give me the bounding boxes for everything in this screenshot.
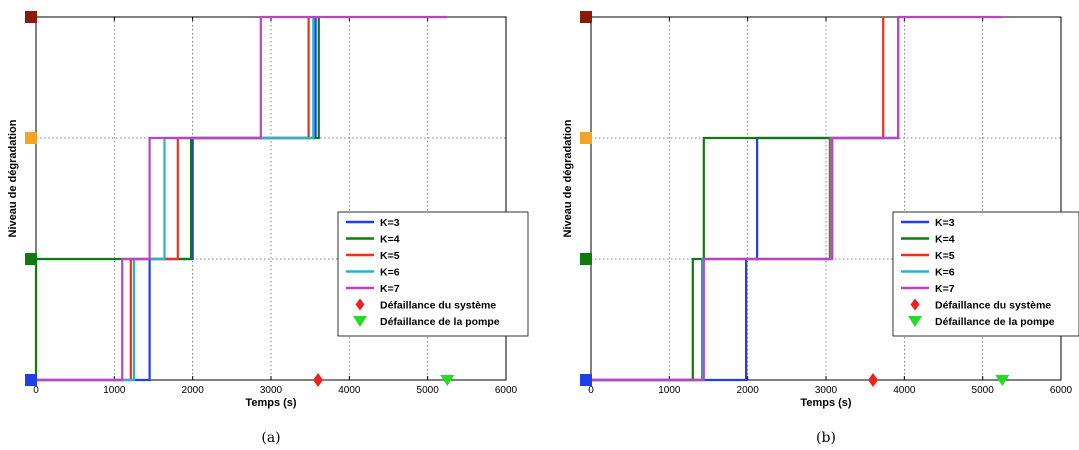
system-failure-marker <box>868 373 878 387</box>
legend-label-k6: K=6 <box>935 267 955 279</box>
legend-label-system-failure: Défaillance du système <box>935 300 1051 312</box>
legend: K=3 K=4 K=5 K=6 K=7 Défaillance du système Déf… <box>892 211 1079 337</box>
x-tick-label: 1000 <box>103 385 126 396</box>
legend-label-k3: K=3 <box>380 217 400 229</box>
panel-caption: (a) <box>261 430 280 446</box>
level-3-marker <box>25 11 37 23</box>
legend-label-k5: K=5 <box>935 250 955 262</box>
legend-label-k5: K=5 <box>380 250 400 262</box>
legend-swatch-pump-failure <box>353 316 367 327</box>
legend-label-k6: K=6 <box>380 267 400 279</box>
level-0-marker <box>25 374 37 386</box>
y-axis-label: Niveau de dégradation <box>7 119 19 237</box>
x-tick-label: 1000 <box>658 385 681 396</box>
legend-swatch-system-failure <box>910 298 920 311</box>
x-tick-label: 2000 <box>737 385 760 396</box>
legend-label-k3: K=3 <box>935 217 955 229</box>
level-3-marker <box>580 11 592 23</box>
x-tick-label: 3000 <box>815 385 838 396</box>
pump-failure-marker <box>995 375 1010 386</box>
legend-label-system-failure: Défaillance du système <box>380 300 496 312</box>
x-axis-label: Temps (s) <box>245 397 296 409</box>
x-axis-label: Temps (s) <box>800 397 851 409</box>
x-tick-label: 2000 <box>182 385 205 396</box>
chart-panel-a: 0 1000 2000 3000 4000 5000 6000 Temps (s) Niveau… <box>7 11 529 446</box>
legend-box <box>337 211 529 337</box>
series-line-k7 <box>36 15 448 382</box>
legend-label-pump-failure: Défaillance de la pompe <box>935 316 1055 328</box>
legend-label-pump-failure: Défaillance de la pompe <box>380 316 500 328</box>
y-axis-label: Niveau de dégradation <box>562 119 574 237</box>
legend-box <box>892 211 1079 337</box>
series-line-k6 <box>36 17 315 382</box>
legend-label-k4: K=4 <box>380 234 400 246</box>
legend-label-k7: K=7 <box>935 283 955 295</box>
x-tick-label: 6000 <box>495 385 518 396</box>
series-line-k7 <box>591 15 1003 382</box>
x-tick-label: 3000 <box>260 385 283 396</box>
legend-swatch-pump-failure <box>908 316 922 327</box>
x-tick-label: 5000 <box>972 385 995 396</box>
level-1-marker <box>25 253 37 265</box>
x-tick-label: 0 <box>588 385 594 396</box>
legend-swatch-system-failure <box>355 298 365 311</box>
legend-label-k4: K=4 <box>935 234 955 246</box>
x-tick-label: 6000 <box>1050 385 1073 396</box>
level-1-marker <box>580 253 592 265</box>
panel-caption: (b) <box>816 430 836 446</box>
pump-failure-marker <box>440 375 455 386</box>
system-failure-marker <box>313 373 323 387</box>
level-2-marker <box>580 132 592 144</box>
x-tick-label: 0 <box>33 385 39 396</box>
x-tick-label: 5000 <box>417 385 440 396</box>
legend: K=3 K=4 K=5 K=6 K=7 Défaillance du système Déf… <box>337 211 529 337</box>
level-2-marker <box>25 132 37 144</box>
x-tick-label: 4000 <box>893 385 916 396</box>
level-0-marker <box>580 374 592 386</box>
legend-label-k7: K=7 <box>380 283 400 295</box>
chart-panel-b: 0 1000 2000 3000 4000 5000 6000 Temps (s) Niveau… <box>562 11 1079 446</box>
x-tick-label: 4000 <box>338 385 361 396</box>
